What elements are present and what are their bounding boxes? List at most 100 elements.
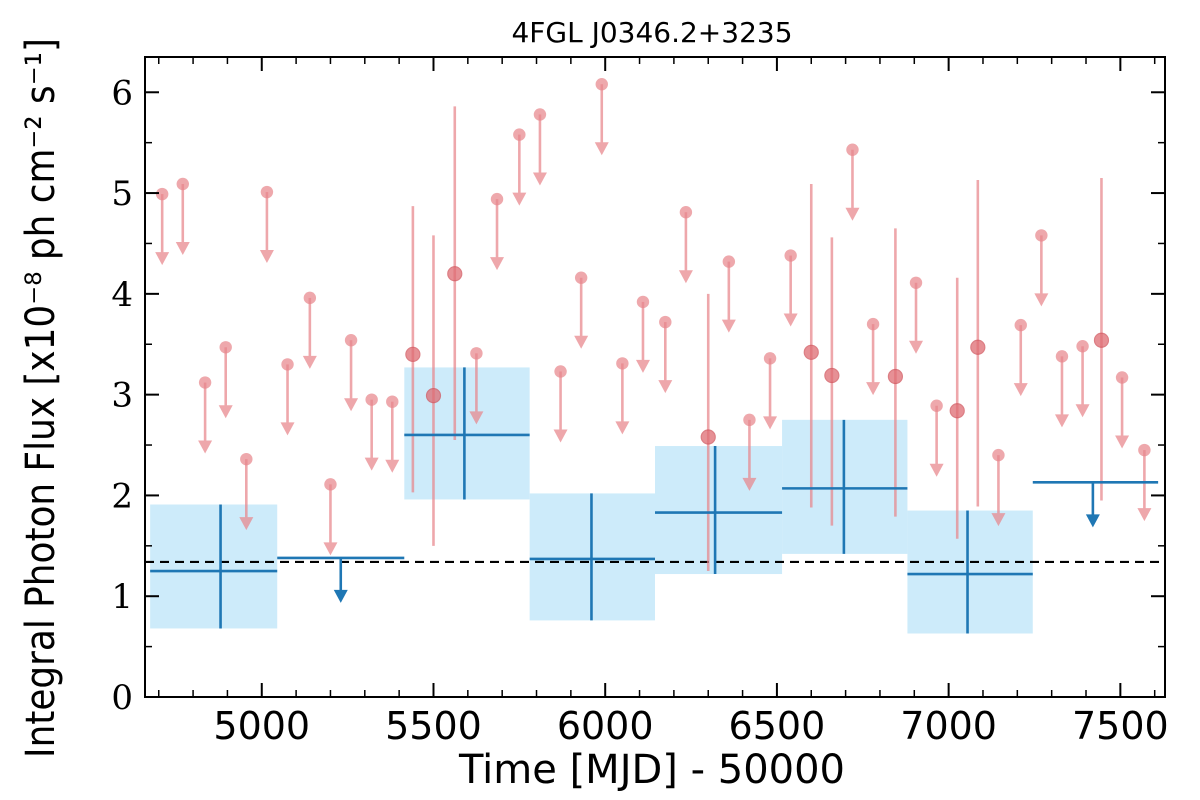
upper-limit-point (513, 128, 526, 141)
upper-limit-arrowhead (512, 192, 527, 206)
data-point (970, 339, 986, 355)
x-tick-label: 5000 (213, 704, 310, 748)
short-bin-detection (447, 106, 463, 440)
short-bin-upper-limit (239, 452, 254, 531)
upper-limit-point (763, 352, 777, 365)
upper-limit-arrow (1085, 482, 1100, 528)
long-bin-upper-limit (277, 556, 405, 603)
upper-limit-arrowhead (594, 142, 609, 156)
upper-limit-arrowhead (615, 421, 630, 435)
upper-limit-point (909, 276, 923, 289)
long-bin-error-band (907, 510, 1033, 634)
upper-limit-arrow (615, 363, 630, 435)
upper-limit-arrow (333, 557, 348, 603)
upper-limit-arrowhead (783, 313, 798, 327)
upper-limit-arrowhead (490, 257, 505, 271)
upper-limit-arrowhead (1034, 293, 1049, 307)
upper-limit-arrow (1137, 450, 1152, 522)
short-bin-detection (425, 235, 442, 546)
short-bin-detection (1093, 177, 1110, 501)
long-bin-detection (529, 493, 655, 621)
upper-limit-arrow (155, 194, 170, 266)
short-bin-detection (700, 293, 716, 572)
short-bin-upper-limit (1013, 318, 1028, 397)
upper-limit-point (324, 478, 337, 491)
long-bin-error-band (655, 446, 783, 575)
upper-limit-arrow (175, 183, 190, 255)
upper-limit-arrowhead (721, 319, 736, 333)
y-tick-label: 2 (111, 476, 133, 516)
y-tick-label: 5 (111, 174, 133, 214)
x-tick-label: 6500 (729, 704, 826, 748)
upper-limit-point (1055, 350, 1069, 363)
upper-limit-arrowhead (658, 380, 673, 394)
upper-limit-point (198, 376, 212, 389)
upper-limit-arrow (1034, 235, 1049, 307)
upper-limit-arrow (512, 134, 527, 206)
upper-limit-arrow (259, 192, 274, 264)
upper-limit-arrow (991, 455, 1006, 527)
upper-limit-arrow (302, 297, 317, 369)
y-tick-label: 4 (111, 275, 133, 315)
short-bin-upper-limit (532, 108, 547, 186)
short-bin-upper-limit (678, 206, 693, 284)
short-bin-upper-limit (658, 315, 673, 394)
short-bin-detection (887, 228, 904, 517)
upper-limit-arrow (385, 401, 400, 473)
upper-limit-arrow (783, 255, 798, 327)
long-bin-error-band (404, 367, 530, 500)
upper-limit-point (1138, 443, 1151, 457)
upper-limit-arrow (239, 459, 254, 531)
short-bin-upper-limit (721, 255, 736, 333)
upper-limit-arrow (218, 347, 233, 419)
short-bin-upper-limit (218, 341, 233, 419)
upper-limit-arrowhead (385, 459, 400, 473)
long-bin-upper-limit (1032, 481, 1159, 528)
data-point (425, 388, 442, 404)
data-point (887, 368, 904, 385)
upper-limit-arrow (635, 301, 650, 373)
upper-limit-arrow (929, 405, 944, 477)
upper-limit-point (490, 192, 504, 206)
upper-limit-arrow (532, 114, 547, 186)
short-bin-upper-limit (1034, 229, 1049, 307)
long-bin-detection (404, 367, 530, 500)
upper-limit-arrowhead (155, 252, 170, 266)
upper-limit-arrowhead (909, 340, 924, 354)
short-bin-upper-limit (385, 395, 400, 473)
short-bin-upper-limit (323, 478, 338, 556)
upper-limit-point (866, 317, 880, 331)
upper-limit-point (1014, 318, 1027, 332)
long-bin-error-band (150, 504, 278, 629)
short-bin-detection (970, 179, 986, 507)
upper-limit-arrow (364, 399, 379, 471)
upper-limit-point (155, 187, 169, 201)
upper-limit-arrow (658, 322, 673, 394)
upper-limit-point (930, 399, 943, 412)
short-bin-upper-limit (783, 249, 798, 327)
data-point (405, 346, 421, 362)
short-bin-upper-limit (259, 185, 274, 264)
upper-limit-point (533, 108, 547, 121)
upper-limit-arrowhead (344, 398, 359, 412)
upper-limit-arrowhead (635, 359, 650, 373)
short-bin-detection (803, 183, 819, 508)
upper-limit-point (470, 347, 483, 360)
upper-limit-point (1035, 229, 1048, 242)
upper-limit-point (1115, 371, 1129, 384)
upper-limit-arrowhead (845, 207, 860, 221)
short-bin-detection (949, 277, 965, 539)
short-bin-upper-limit (175, 177, 190, 255)
upper-limit-arrowhead (1115, 435, 1130, 449)
y-tick-label: 1 (111, 577, 133, 617)
short-bin-upper-limit (155, 187, 170, 266)
upper-limit-arrowhead (1137, 508, 1152, 522)
upper-limit-arrowhead (333, 589, 348, 603)
y-tick-label: 6 (111, 73, 133, 113)
upper-limit-point (846, 143, 859, 156)
short-bin-upper-limit (1054, 350, 1069, 428)
upper-limit-point (386, 395, 399, 408)
short-bin-upper-limit (512, 128, 527, 206)
short-bin-upper-limit (742, 413, 757, 491)
